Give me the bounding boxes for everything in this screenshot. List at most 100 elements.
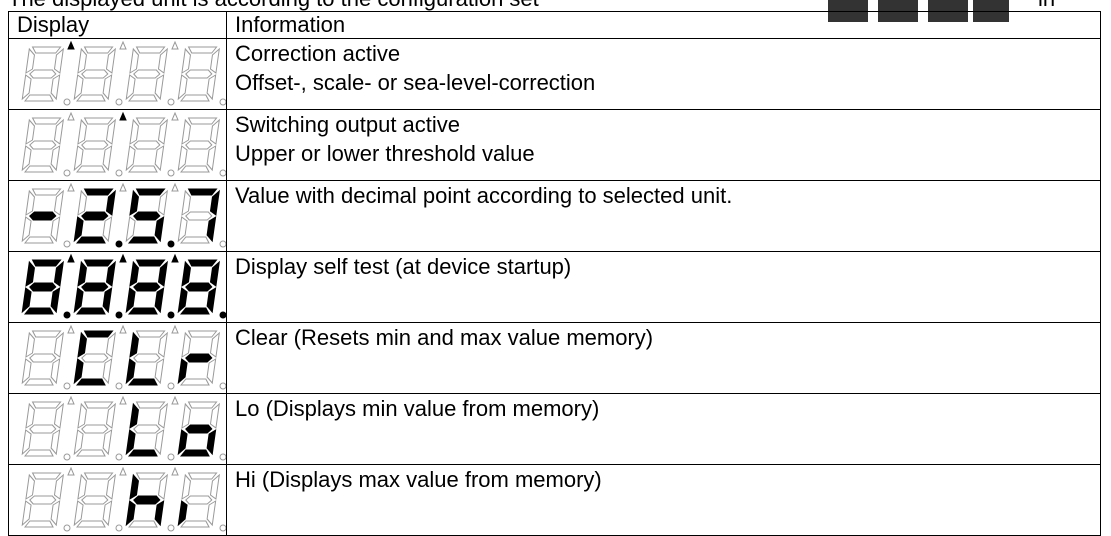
decimal-point xyxy=(63,453,71,461)
segment xyxy=(125,500,136,527)
segment xyxy=(177,358,188,385)
digit xyxy=(73,117,116,173)
indicator xyxy=(171,40,179,50)
segment xyxy=(187,330,218,338)
segment xyxy=(77,47,87,74)
segment xyxy=(133,211,161,221)
segment xyxy=(102,216,113,243)
segment xyxy=(157,331,168,358)
digit xyxy=(125,330,168,386)
display-cell xyxy=(8,180,227,252)
segment xyxy=(81,140,109,150)
segment xyxy=(75,449,106,457)
info-cell: Switching output active Upper or lower th… xyxy=(226,109,1101,181)
segment xyxy=(31,330,62,338)
segment xyxy=(133,353,161,363)
indicator xyxy=(119,111,127,121)
segment xyxy=(31,117,62,125)
segment xyxy=(185,211,213,221)
segment xyxy=(21,500,32,527)
seven-segment-display xyxy=(21,395,226,461)
digit xyxy=(125,117,168,173)
segment xyxy=(206,500,217,527)
display-cell xyxy=(8,393,227,465)
segment xyxy=(105,189,116,216)
indicator xyxy=(119,253,127,263)
segment xyxy=(206,287,217,314)
header-cell: Display xyxy=(8,11,227,39)
seven-segment-display xyxy=(21,182,226,248)
seven-segment-display xyxy=(21,324,226,390)
segment xyxy=(133,69,161,79)
segment xyxy=(135,401,166,409)
segment xyxy=(185,424,213,434)
segment xyxy=(29,211,57,221)
segment xyxy=(83,117,114,125)
segment xyxy=(133,495,161,505)
segment xyxy=(50,145,61,172)
decimal-point xyxy=(167,240,175,248)
segment xyxy=(127,307,158,315)
segment xyxy=(77,189,87,216)
info-table: Display Information Correction active Off… xyxy=(8,11,1101,536)
segment xyxy=(125,216,136,243)
segment xyxy=(75,165,106,173)
info-line: Value with decimal point according to se… xyxy=(235,183,733,208)
segment xyxy=(50,358,61,385)
segment xyxy=(209,260,220,287)
segment xyxy=(129,473,139,500)
decimal-point xyxy=(115,240,123,248)
segment xyxy=(23,307,54,315)
decimal-point xyxy=(63,169,71,177)
segment xyxy=(125,145,136,172)
segment xyxy=(21,287,32,314)
segment xyxy=(187,472,218,480)
segment xyxy=(83,330,114,338)
info-line: Upper or lower threshold value xyxy=(235,141,535,166)
segment xyxy=(75,236,106,244)
segment xyxy=(135,188,166,196)
segment xyxy=(23,378,54,386)
segment xyxy=(81,282,109,292)
table-row: Correction active Offset-, scale- or sea-… xyxy=(8,38,1101,110)
decimal-point xyxy=(219,311,226,319)
indicator xyxy=(67,395,75,405)
segment xyxy=(127,449,158,457)
segment xyxy=(127,94,158,102)
decimal-point xyxy=(219,382,226,390)
segment xyxy=(75,307,106,315)
segment xyxy=(75,94,106,102)
seven-segment-display xyxy=(21,111,226,177)
segment xyxy=(53,260,64,287)
segment xyxy=(105,473,116,500)
info-cell: Clear (Resets min and max value memory) xyxy=(226,322,1101,394)
segment xyxy=(157,402,168,429)
decimal-point xyxy=(219,169,226,177)
decimal-point xyxy=(167,169,175,177)
decimal-point xyxy=(63,382,71,390)
segment xyxy=(105,331,116,358)
digit xyxy=(21,330,64,386)
decimal-point xyxy=(115,169,123,177)
decimal-point xyxy=(115,311,123,319)
segment xyxy=(29,69,57,79)
segment xyxy=(154,287,165,314)
segment xyxy=(77,331,87,358)
digit xyxy=(177,46,220,102)
table-row: Value with decimal point according to se… xyxy=(8,180,1101,252)
segment xyxy=(179,236,210,244)
segment xyxy=(181,331,191,358)
segment xyxy=(102,74,113,101)
header-row: Display Information xyxy=(8,11,1101,39)
segment xyxy=(157,260,168,287)
seven-segment-display xyxy=(21,466,226,532)
table-row: Clear (Resets min and max value memory) xyxy=(8,322,1101,394)
digit xyxy=(21,46,64,102)
segment xyxy=(127,165,158,173)
segment xyxy=(181,118,191,145)
segment xyxy=(102,429,113,456)
info-cell: Display self test (at device startup) xyxy=(226,251,1101,323)
segment xyxy=(53,47,64,74)
segment xyxy=(154,358,165,385)
decimal-point xyxy=(63,524,71,532)
